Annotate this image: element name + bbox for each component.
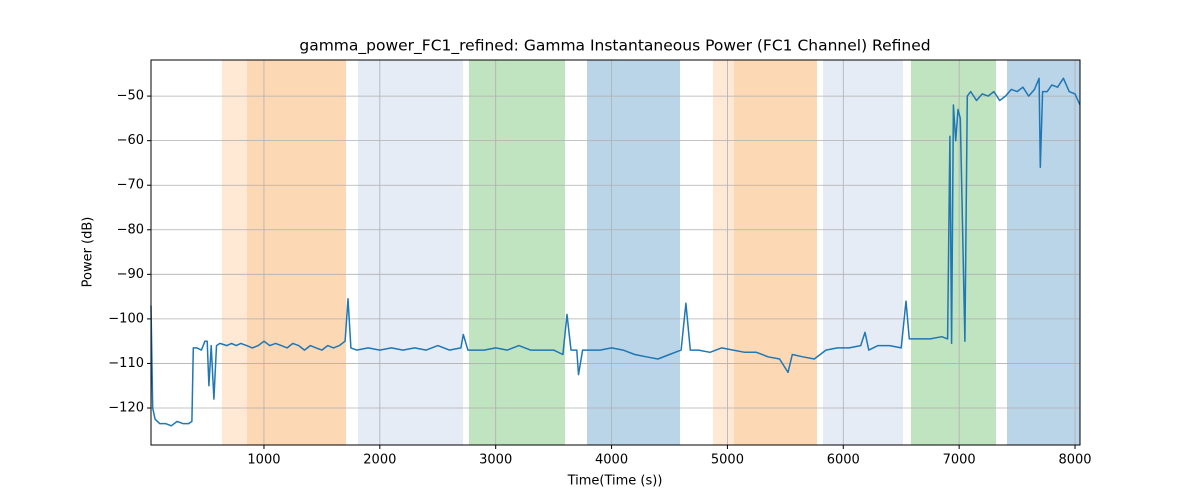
y-tick-label: −70 (117, 178, 144, 193)
y-tick-label: −120 (108, 401, 144, 416)
y-tick-label: −60 (117, 133, 144, 148)
shaded-span (221, 60, 247, 445)
shaded-span (357, 60, 464, 445)
y-tick-label: −100 (108, 311, 144, 326)
y-axis-label: Power (dB) (81, 217, 96, 288)
shaded-span (246, 60, 346, 445)
shaded-span (468, 60, 565, 445)
data-line (150, 77, 1081, 427)
x-tick-label: 3000 (479, 453, 512, 468)
shaded-span (712, 60, 735, 445)
chart-title: gamma_power_FC1_refined: Gamma Instantan… (299, 37, 930, 56)
shaded-span (586, 60, 681, 445)
x-tick-label: 5000 (711, 453, 744, 468)
plot-frame (150, 59, 1081, 446)
x-tick-label: 8000 (1058, 453, 1091, 468)
x-tick-label: 2000 (363, 453, 396, 468)
shaded-span (734, 60, 817, 445)
x-tick-label: 1000 (247, 453, 280, 468)
y-tick-label: −50 (117, 89, 144, 104)
shaded-span (1007, 60, 1080, 445)
y-tick-label: −110 (108, 356, 144, 371)
x-tick-label: 7000 (943, 453, 976, 468)
x-axis-label: Time(Time (s)) (567, 474, 663, 489)
x-tick-label: 4000 (595, 453, 628, 468)
y-tick-label: −90 (117, 267, 144, 282)
shaded-span (823, 60, 903, 445)
x-tick-label: 6000 (827, 453, 860, 468)
y-tick-label: −80 (117, 222, 144, 237)
